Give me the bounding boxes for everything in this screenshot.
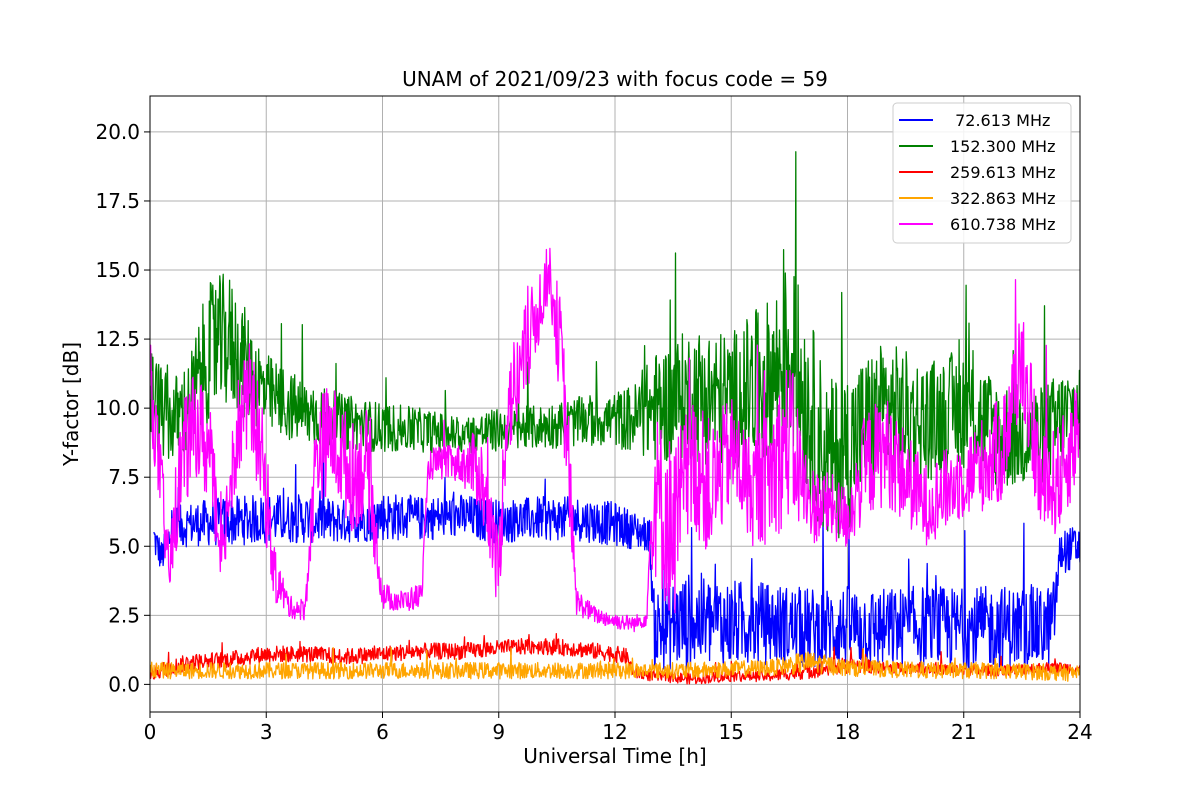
x-tick-label: 12 bbox=[602, 720, 627, 744]
series-line-0 bbox=[153, 442, 1080, 671]
y-tick-label: 7.5 bbox=[108, 465, 140, 489]
series-line-3 bbox=[150, 647, 1080, 682]
y-tick-label: 17.5 bbox=[95, 189, 140, 213]
x-tick-label: 24 bbox=[1067, 720, 1092, 744]
series-line-4 bbox=[150, 247, 1080, 633]
legend-label: 610.738 MHz bbox=[950, 215, 1055, 234]
y-axis-label: Y-factor [dB] bbox=[59, 342, 83, 467]
y-tick-label: 10.0 bbox=[95, 396, 140, 420]
x-tick-label: 6 bbox=[376, 720, 389, 744]
series-line-2 bbox=[150, 632, 1080, 685]
y-axis: 0.0 2.5 5.0 7.5 10.0 12.5 15.0 17.5 20.0 bbox=[95, 120, 150, 696]
series-layer bbox=[150, 151, 1080, 685]
x-tick-label: 15 bbox=[719, 720, 744, 744]
x-axis-label: Universal Time [h] bbox=[523, 744, 706, 768]
y-tick-label: 5.0 bbox=[108, 534, 140, 558]
y-tick-label: 0.0 bbox=[108, 672, 140, 696]
x-tick-label: 21 bbox=[951, 720, 976, 744]
y-tick-label: 12.5 bbox=[95, 327, 140, 351]
x-axis: 0 3 6 9 12 15 18 21 24 bbox=[144, 712, 1093, 744]
x-tick-label: 3 bbox=[260, 720, 273, 744]
legend-label: 322.863 MHz bbox=[950, 189, 1055, 208]
series-line-1 bbox=[150, 151, 1080, 539]
x-tick-label: 18 bbox=[835, 720, 860, 744]
legend-label: 259.613 MHz bbox=[950, 163, 1055, 182]
chart-title: UNAM of 2021/09/23 with focus code = 59 bbox=[402, 67, 828, 91]
x-tick-label: 9 bbox=[492, 720, 505, 744]
legend: 72.613 MHz 152.300 MHz 259.613 MHz 322.863 … bbox=[892, 102, 1072, 244]
y-tick-label: 20.0 bbox=[95, 120, 140, 144]
y-tick-label: 2.5 bbox=[108, 603, 140, 627]
legend-box bbox=[892, 102, 1072, 244]
y-tick-label: 15.0 bbox=[95, 258, 140, 282]
x-tick-label: 0 bbox=[144, 720, 157, 744]
legend-label: 152.300 MHz bbox=[950, 137, 1055, 156]
legend-label: 72.613 MHz bbox=[950, 111, 1050, 130]
